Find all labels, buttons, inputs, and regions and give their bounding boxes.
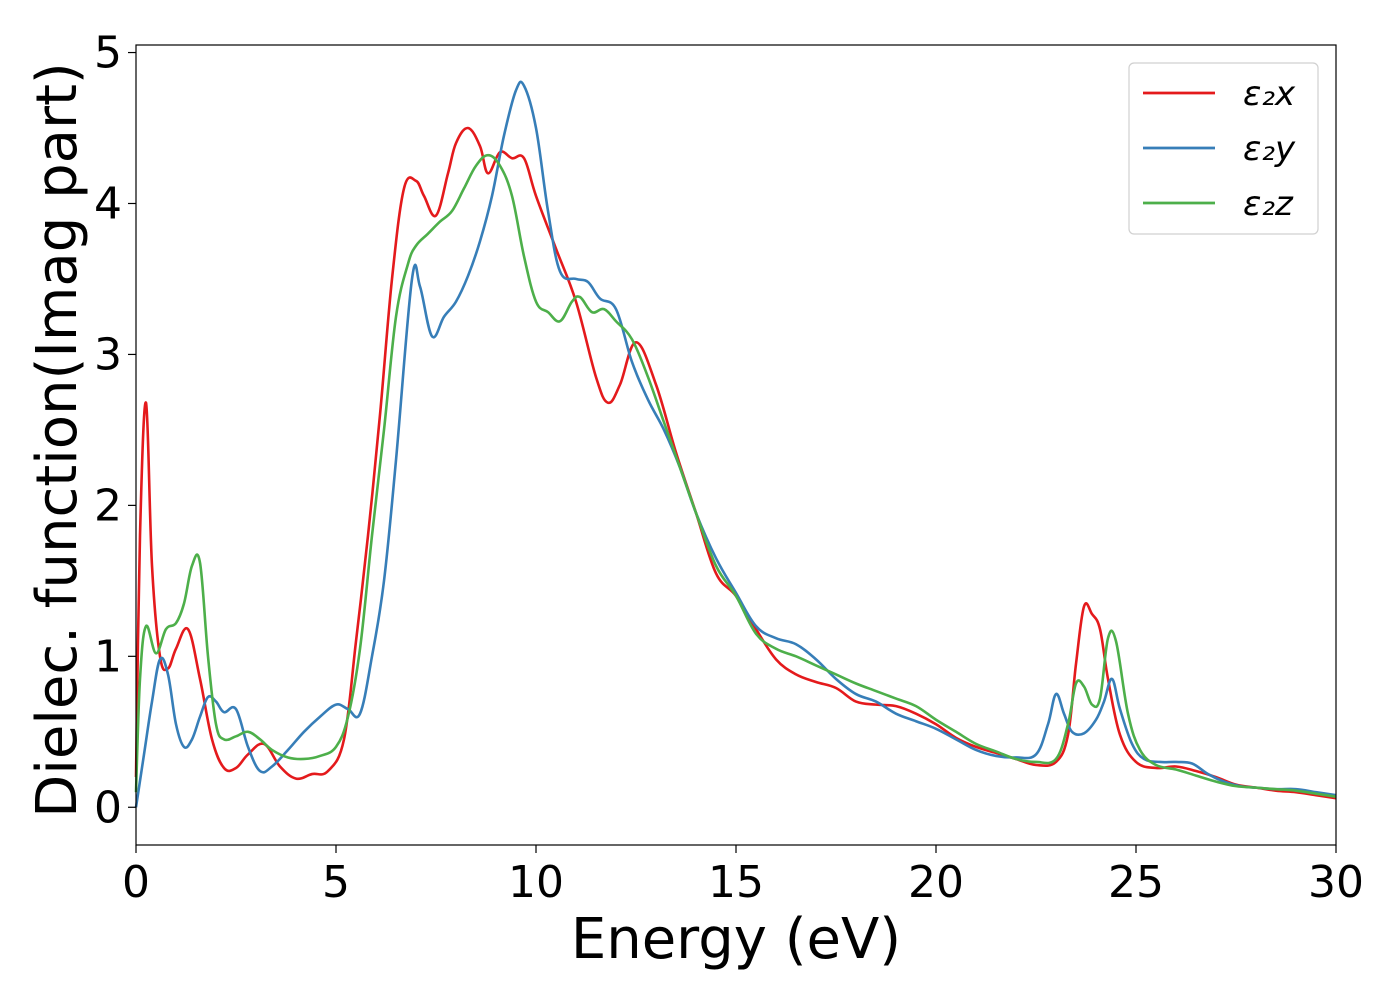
y-tick-label: 3 xyxy=(94,329,122,380)
series-line-1 xyxy=(134,126,1337,800)
series-line-3 xyxy=(134,153,1337,798)
legend-label-2: ε₂y xyxy=(1243,129,1296,169)
y-tick-label: 4 xyxy=(94,178,122,229)
x-tick-label: 5 xyxy=(322,857,350,908)
x-tick-label: 30 xyxy=(1308,857,1364,908)
y-axis-ticks: 0 1 2 3 4 5 xyxy=(94,28,136,833)
legend-label-1: ε₂x xyxy=(1243,74,1296,114)
y-tick-label: 1 xyxy=(94,631,122,682)
x-tick-label: 20 xyxy=(908,857,964,908)
x-tick-label: 10 xyxy=(508,857,564,908)
x-tick-label: 25 xyxy=(1108,857,1164,908)
legend: ε₂x ε₂y ε₂z xyxy=(1128,62,1319,235)
y-axis-title: Dielec. function(Imag part) xyxy=(25,62,90,818)
x-tick-label: 0 xyxy=(122,857,150,908)
x-tick-label: 15 xyxy=(708,857,764,908)
y-tick-label: 0 xyxy=(94,782,122,833)
series-line-2 xyxy=(134,80,1337,808)
legend-box xyxy=(1128,62,1319,235)
y-tick-label: 5 xyxy=(94,28,122,79)
x-axis-title: Energy (eV) xyxy=(571,907,901,972)
x-axis-ticks: 0 5 10 15 20 25 30 xyxy=(122,845,1364,908)
series-lines xyxy=(134,80,1337,808)
y-tick-label: 2 xyxy=(94,480,122,531)
legend-label-3: ε₂z xyxy=(1243,184,1294,224)
